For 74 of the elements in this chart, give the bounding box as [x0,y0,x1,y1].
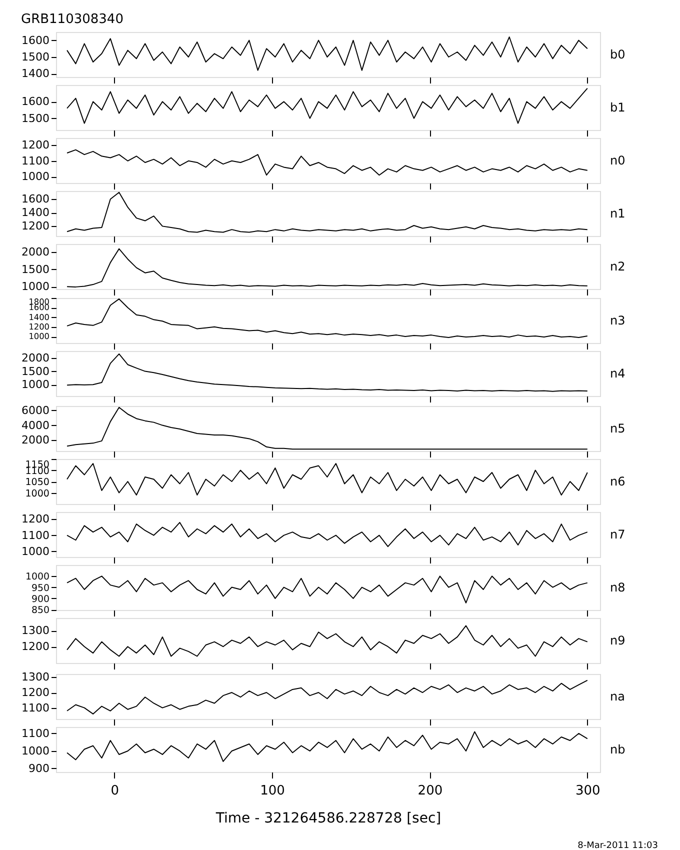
y-tick-label: 1000 [28,331,50,342]
line-series [66,192,588,233]
y-tick-label: 1200 [22,220,50,233]
y-tick-label: 1200 [22,512,50,526]
y-tick-label: 1500 [22,112,50,125]
y-tick-label: 2000 [22,351,50,364]
series-label: n8 [610,580,626,594]
y-tick-label: 900 [31,594,50,605]
y-tick-label: 1400 [22,206,50,220]
y-tick-label: 1200 [22,138,50,152]
series-label: b0 [610,48,626,62]
y-tick-label: 6000 [22,404,50,417]
line-series [66,248,588,288]
y-tick-label: 1100 [22,154,50,168]
y-tick-label: 1800 [28,296,50,306]
y-tick-label: 1500 [22,364,50,378]
y-tick-label: 1200 [22,640,50,654]
series-label: n7 [610,528,626,542]
y-tick-label: 1100 [22,701,50,714]
text: n5 [610,422,626,436]
y-tick-label: 1600 [22,192,50,206]
line-series [66,680,588,714]
text: n1 [610,206,626,220]
x-tick-label: 100 [260,784,285,798]
y-tick-label: 1600 [22,95,50,108]
text: b1 [610,100,626,114]
line-series [66,731,588,762]
line-series [66,36,588,71]
y-tick-label: 1300 [22,624,50,638]
line-series [66,576,588,604]
line-series [66,625,588,657]
y-tick-label: 1000 [22,170,50,184]
series-label: nb [610,742,626,756]
y-tick-label: 1000 [25,488,50,500]
y-tick-label: 1000 [22,544,50,558]
y-tick-label: 950 [31,582,50,594]
line-series [66,522,588,548]
y-tick-label: 1500 [22,262,50,276]
text: n3 [610,314,626,328]
y-tick-label: 1000 [22,744,50,758]
y-tick-label: 1100 [22,528,50,542]
series-label: n6 [610,474,626,488]
y-tick-label: 1400 [22,67,50,80]
y-tick-label: 1000 [22,378,50,392]
y-tick-label: 1500 [22,50,50,64]
series-label: n0 [610,154,626,168]
y-tick-label: 4000 [22,418,50,432]
x-tick-label: 300 [575,784,600,798]
line-series [66,149,588,176]
series-label: n9 [610,634,626,648]
x-tick-label: 200 [418,784,443,798]
y-tick-label: 1600 [22,34,50,47]
y-tick-label: 1000 [25,572,50,583]
y-tick-label: 1100 [22,726,50,740]
y-tick-label: 1200 [28,321,50,332]
y-tick-label: 1400 [28,312,50,322]
text: na [610,690,625,704]
chart-title: GRB110308340 [21,12,124,27]
line-series [66,88,588,124]
y-tick-label: 1200 [22,686,50,700]
line-series [66,353,588,392]
x-tick-label: 0 [110,784,119,798]
y-tick-label: 2000 [22,434,50,447]
y-tick-label: 1300 [22,670,50,684]
y-tick-label: 850 [31,605,50,616]
line-series [66,298,588,338]
y-tick-label: 900 [28,762,50,775]
x-axis-title: Time - 321264586.228728 [sec] [214,810,442,826]
y-tick-label: 1050 [25,477,50,488]
text: n4 [610,366,626,380]
text: n2 [610,260,626,274]
text: 8-Mar-2011 11:03 [578,841,658,850]
y-tick-label: 1000 [22,280,50,294]
y-tick-label: 2000 [22,246,50,259]
